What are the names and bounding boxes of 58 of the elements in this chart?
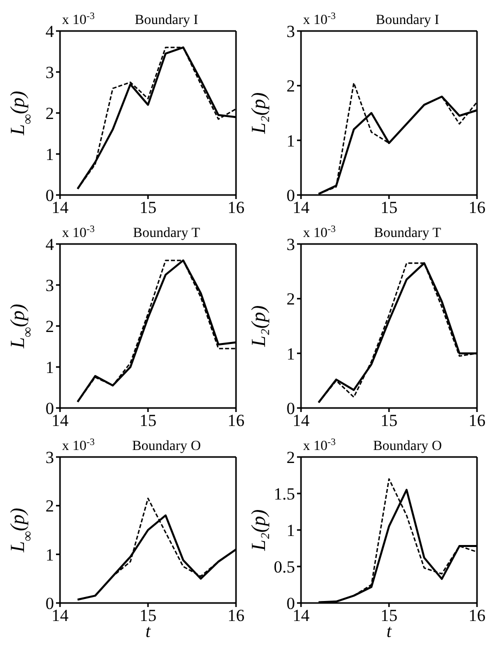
x-tick-label: 16 bbox=[468, 198, 486, 218]
y-tick-label: 2 bbox=[46, 104, 54, 124]
y-tick-label: 0 bbox=[46, 399, 54, 418]
y-tick-label: 3 bbox=[286, 22, 295, 42]
text: x 10$^{-3}$ bbox=[62, 436, 95, 454]
chart-title: Boundary I bbox=[376, 13, 440, 28]
x-tick-label: 15 bbox=[380, 198, 398, 218]
y-tick-label: 0 bbox=[286, 594, 295, 614]
y-tick-label: 1 bbox=[286, 344, 295, 364]
text: x 10$^{-3}$ bbox=[303, 436, 336, 454]
y-tick-label: 3 bbox=[46, 63, 54, 82]
x-tick-label: 14 bbox=[292, 606, 310, 626]
y-tick-label: 3 bbox=[286, 235, 295, 254]
text: x 10$^{-3}$ bbox=[62, 224, 95, 241]
y-tick-label: 4 bbox=[46, 22, 54, 42]
text: x 10$^{-3}$ bbox=[303, 10, 336, 28]
x-tick-label: 14 bbox=[52, 411, 69, 430]
y-tick-label: 1 bbox=[46, 145, 54, 164]
y-tick-label: 0 bbox=[46, 186, 54, 206]
y-tick-label: 0 bbox=[286, 399, 295, 418]
y-tick-label: 3 bbox=[46, 276, 54, 296]
y-tick-label: 2 bbox=[46, 317, 54, 336]
chart-title: Boundary O bbox=[373, 439, 442, 454]
x-tick-label: 14 bbox=[52, 606, 69, 626]
y-tick-label: 2 bbox=[286, 76, 295, 96]
y-tick-label: 1 bbox=[286, 131, 295, 150]
y-tick-label: 4 bbox=[46, 235, 54, 254]
y-axis-title: L₂(p) bbox=[248, 304, 270, 348]
text: x 10$^{-3}$ bbox=[303, 224, 336, 241]
y-tick-label: 2 bbox=[46, 496, 54, 516]
y-tick-label: 0 bbox=[46, 594, 54, 614]
y-tick-label: 2 bbox=[286, 448, 295, 468]
y-axis-title: L₂(p) bbox=[248, 508, 270, 552]
text: x 10$^{-3}$ bbox=[62, 10, 95, 28]
y-tick-label: 0.5 bbox=[274, 558, 295, 577]
y-tick-label: 1 bbox=[46, 545, 54, 564]
y-tick-label: 1.5 bbox=[274, 484, 295, 504]
y-tick-label: 1 bbox=[46, 358, 54, 378]
x-tick-label: 16 bbox=[228, 198, 244, 218]
y-tick-label: 3 bbox=[46, 448, 54, 468]
x-tick-label: 15 bbox=[140, 198, 156, 218]
x-tick-label: 14 bbox=[52, 198, 69, 218]
x-tick-label: 16 bbox=[228, 411, 244, 430]
y-tick-label: 0 bbox=[286, 186, 295, 206]
y-tick-label: 2 bbox=[286, 290, 295, 309]
x-tick-label: 15 bbox=[140, 411, 156, 430]
chart-title: Boundary O bbox=[132, 439, 201, 454]
chart-title: Boundary T bbox=[374, 226, 442, 241]
chart-title: Boundary T bbox=[132, 226, 200, 241]
x-tick-label: 16 bbox=[468, 606, 486, 626]
x-tick-label: 16 bbox=[228, 606, 244, 626]
y-axis-title: L₂(p) bbox=[248, 92, 270, 135]
y-tick-label: 1 bbox=[286, 521, 295, 540]
x-tick-label: 16 bbox=[468, 411, 486, 430]
x-tick-label: 14 bbox=[292, 411, 310, 430]
x-tick-label: 14 bbox=[292, 198, 310, 218]
x-tick-label: 15 bbox=[380, 411, 398, 430]
chart-title: Boundary I bbox=[134, 13, 199, 28]
